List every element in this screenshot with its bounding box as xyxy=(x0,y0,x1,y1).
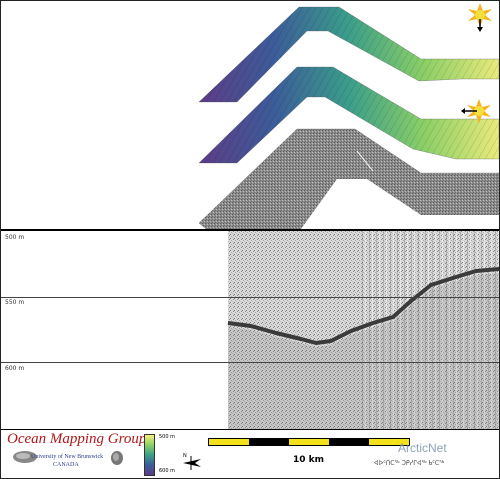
sub-bottom-profile-panel: 500 m 550 m 600 m xyxy=(1,231,499,430)
sun-illumination-icon xyxy=(468,3,492,32)
omg-university: University of New Brunswick xyxy=(31,454,104,460)
depth-gridline-550 xyxy=(1,297,499,298)
scale-bar xyxy=(208,438,410,446)
depth-colorbar xyxy=(144,434,155,476)
omg-country: CANADA xyxy=(53,462,79,468)
seafloor-reflector xyxy=(227,267,499,345)
depth-label-500: 500 m xyxy=(5,234,25,241)
colorbar-bottom-label: 600 m xyxy=(159,468,176,474)
sun-illumination-icon-side xyxy=(461,99,491,123)
omg-logo-graphic xyxy=(13,451,123,465)
seismic-profile xyxy=(227,231,499,429)
omg-title: Ocean Mapping Group xyxy=(7,431,147,447)
colorbar-top-label: 500 m xyxy=(159,434,176,440)
depth-gridline-600 xyxy=(1,362,499,363)
swath-map xyxy=(198,3,499,230)
depth-label-600: 600 m xyxy=(5,365,25,372)
footer-legend: Ocean Mapping Group University of New Br… xyxy=(1,430,499,478)
depth-label-550: 550 m xyxy=(5,299,25,306)
map-panel xyxy=(1,1,499,231)
arcticnet-inuktitut: ᐊᐅᑦᑎᑕᖅ ᑐᑭᓯᒋᐊᖅ ᑲᑦᑕᖅ xyxy=(374,460,445,467)
north-arrow-icon xyxy=(183,456,201,470)
scale-bar-label: 10 km xyxy=(293,455,325,465)
north-label: N xyxy=(183,453,187,459)
arcticnet-logo-text: ArcticNet xyxy=(398,441,447,455)
